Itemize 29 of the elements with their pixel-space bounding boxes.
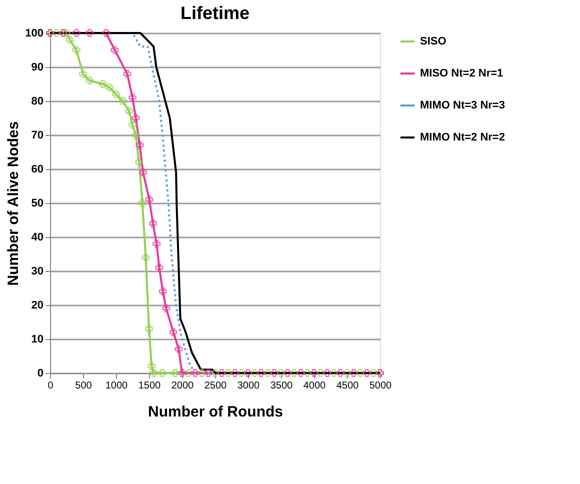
legend-label: MIMO Nt=2 Nr=2 bbox=[420, 132, 505, 144]
x-axis-title: Number of Rounds bbox=[148, 404, 283, 420]
chart-title: Lifetime bbox=[180, 3, 250, 23]
legend-label: MIMO Nt=3 Nr=3 bbox=[420, 100, 505, 112]
y-tick-label: 40 bbox=[31, 232, 44, 244]
x-tick-label: 4000 bbox=[303, 380, 326, 392]
y-tick-label: 60 bbox=[31, 164, 44, 176]
y-tick-label: 10 bbox=[31, 334, 44, 346]
y-tick-label: 30 bbox=[31, 266, 44, 278]
x-tick-label: 4500 bbox=[336, 380, 360, 392]
x-tick-label: 5000 bbox=[369, 380, 392, 392]
y-tick-label: 50 bbox=[31, 198, 44, 210]
x-tick-label: 0 bbox=[48, 380, 54, 392]
x-tick-label: 2000 bbox=[171, 380, 194, 392]
legend-label: MISO Nt=2 Nr=1 bbox=[420, 68, 504, 80]
x-tick-label: 1500 bbox=[138, 380, 162, 392]
y-tick-label: 20 bbox=[31, 300, 44, 312]
x-tick-label: 3500 bbox=[270, 380, 294, 392]
y-tick-label: 90 bbox=[31, 62, 44, 74]
x-tick-label: 3000 bbox=[237, 380, 260, 392]
y-tick-label: 0 bbox=[37, 368, 44, 380]
y-tick-label: 80 bbox=[31, 96, 44, 108]
x-tick-label: 1000 bbox=[105, 380, 128, 392]
y-tick-label: 70 bbox=[31, 130, 44, 142]
y-tick-label: 100 bbox=[25, 28, 44, 40]
x-tick-label: 2500 bbox=[204, 380, 228, 392]
y-axis-title: Number of Alive Nodes bbox=[5, 121, 22, 286]
legend-label: SISO bbox=[420, 36, 447, 48]
x-tick-label: 500 bbox=[75, 380, 92, 392]
